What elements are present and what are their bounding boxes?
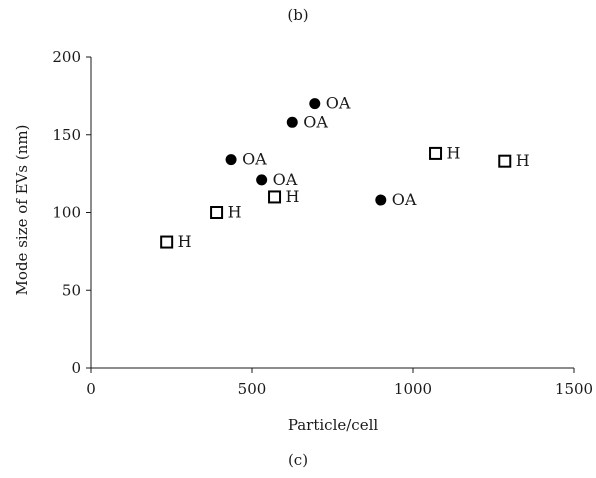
data-point-label: OA (242, 150, 267, 169)
x-tick-label: 500 (238, 380, 267, 398)
data-point-circle (256, 174, 268, 186)
data-point-label: OA (303, 112, 328, 131)
y-tick-label: 100 (52, 204, 81, 222)
data-point-square (498, 154, 512, 168)
data-point-label: H (228, 203, 242, 222)
data-point-label: H (447, 143, 461, 162)
data-point-square (268, 190, 282, 204)
data-point-square (210, 206, 224, 219)
data-point-circle (286, 116, 298, 128)
data-point-circle (375, 194, 387, 206)
axes: 0 50 100 150 200 0 500 1000 1500 (52, 48, 593, 398)
panel-label-b: (b) (287, 6, 309, 24)
x-tick-label: 1500 (555, 380, 593, 398)
data-point-label: H (516, 151, 530, 170)
data-point-circle (225, 154, 237, 166)
y-axis-title: Mode size of EVs (nm) (13, 125, 31, 296)
y-tick-label: 150 (52, 126, 81, 144)
data-point-label: OA (326, 94, 351, 113)
y-tick-label: 200 (52, 48, 81, 66)
data-point-label: H (178, 232, 192, 251)
panel-label-c: (c) (287, 451, 309, 469)
y-tick-label: 50 (62, 281, 81, 299)
y-tick-label: 0 (71, 359, 81, 377)
data-point-label: OA (273, 170, 298, 189)
data-point-square (429, 146, 443, 160)
x-axis-title: Particle/cell (288, 416, 379, 434)
data-point-label: H (286, 187, 300, 206)
data-point-square (160, 235, 174, 249)
data-point-label: OA (392, 190, 417, 209)
data-point-circle (309, 98, 321, 110)
x-tick-label: 1000 (394, 380, 432, 398)
x-tick-label: 0 (86, 380, 96, 398)
